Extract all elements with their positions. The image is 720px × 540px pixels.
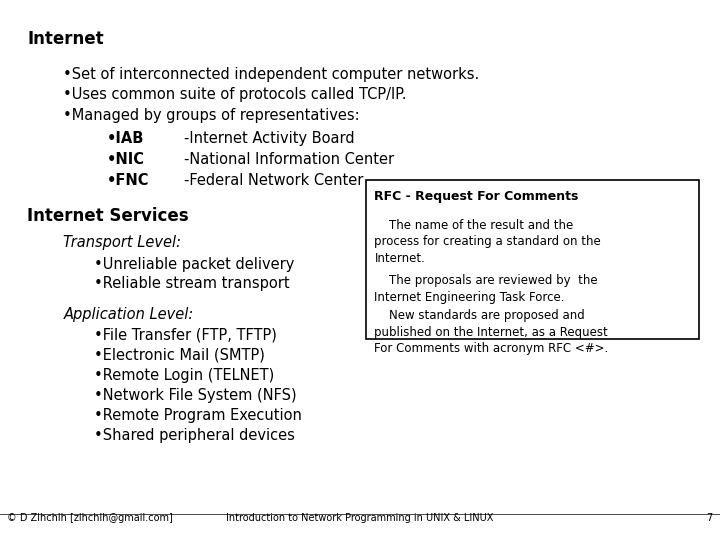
Text: RFC - Request For Comments: RFC - Request For Comments (374, 190, 579, 202)
Text: •IAB: •IAB (107, 131, 144, 146)
Text: •Remote Login (TELNET): •Remote Login (TELNET) (94, 368, 274, 383)
Text: © D Zlhchlh [zlhchlh@gmail.com]: © D Zlhchlh [zlhchlh@gmail.com] (7, 512, 173, 523)
Text: •Shared peripheral devices: •Shared peripheral devices (94, 428, 294, 443)
Text: Internet Services: Internet Services (27, 207, 189, 225)
Text: 7: 7 (706, 512, 713, 523)
Text: •File Transfer (FTP, TFTP): •File Transfer (FTP, TFTP) (94, 328, 276, 343)
Text: •Reliable stream transport: •Reliable stream transport (94, 276, 289, 292)
Text: •NIC: •NIC (107, 152, 145, 167)
Text: •Uses common suite of protocols called TCP/IP.: •Uses common suite of protocols called T… (63, 87, 407, 103)
Bar (366, 180, 699, 339)
Text: •Set of interconnected independent computer networks.: •Set of interconnected independent compu… (63, 68, 480, 83)
Text: -Internet Activity Board: -Internet Activity Board (184, 131, 354, 146)
Text: •Electronic Mail (SMTP): •Electronic Mail (SMTP) (94, 348, 264, 363)
Text: The proposals are reviewed by  the
Internet Engineering Task Force.: The proposals are reviewed by the Intern… (374, 274, 598, 304)
Text: Internet: Internet (27, 30, 104, 48)
Text: •Unreliable packet delivery: •Unreliable packet delivery (94, 256, 294, 272)
Text: Application Level:: Application Level: (63, 307, 194, 322)
Text: The name of the result and the
process for creating a standard on the
Internet.: The name of the result and the process f… (374, 219, 601, 265)
Text: •FNC: •FNC (107, 173, 149, 188)
Text: -National Information Center: -National Information Center (184, 152, 394, 167)
Text: •Remote Program Execution: •Remote Program Execution (94, 408, 302, 423)
Text: -Federal Network Center: -Federal Network Center (184, 173, 363, 188)
Text: •Network File System (NFS): •Network File System (NFS) (94, 388, 296, 403)
Text: Transport Level:: Transport Level: (63, 235, 181, 250)
Text: Introduction to Network Programming in UNIX & LINUX: Introduction to Network Programming in U… (226, 512, 494, 523)
Text: •Managed by groups of representatives:: •Managed by groups of representatives: (63, 108, 360, 123)
Text: New standards are proposed and
published on the Internet, as a Request
For Comme: New standards are proposed and published… (374, 309, 608, 355)
